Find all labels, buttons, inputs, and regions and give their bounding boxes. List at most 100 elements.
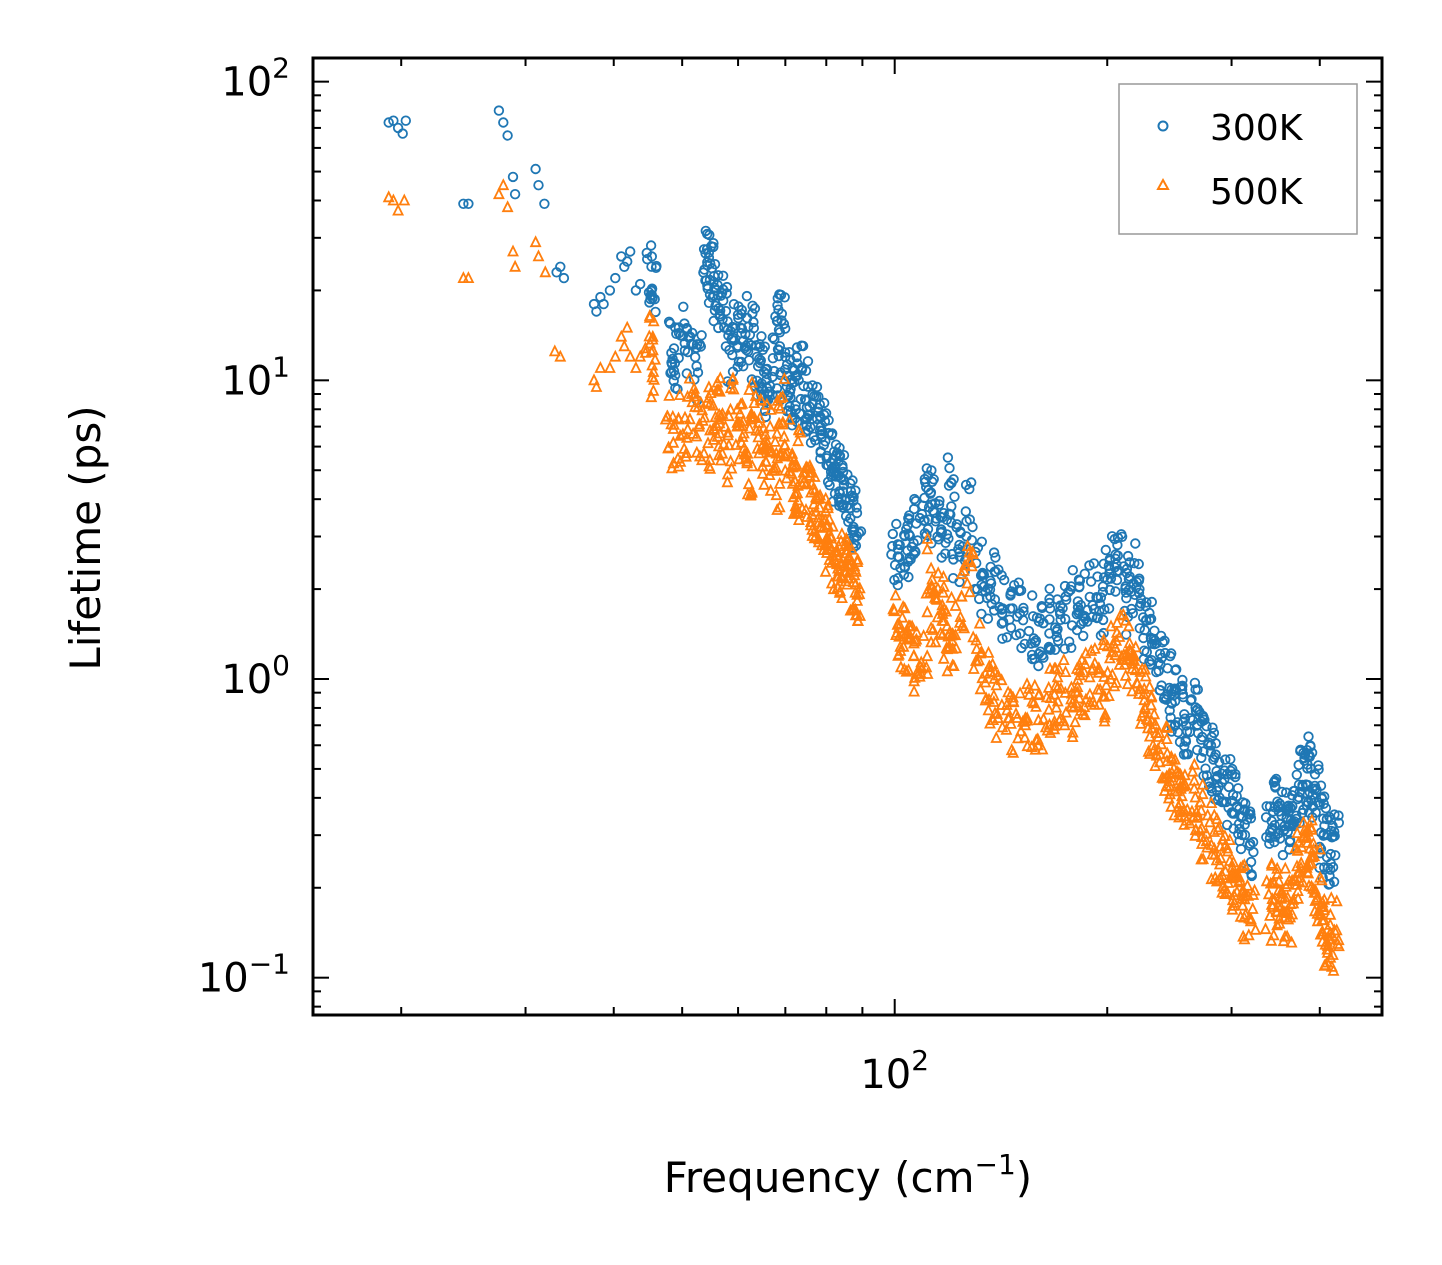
- point-500k-140-2: [1303, 856, 1316, 869]
- point-300k-106-8: [1094, 598, 1106, 610]
- point-500k-57-0: [805, 485, 817, 498]
- point-300k-77-4: [903, 571, 914, 583]
- point-300k-142-4: [1291, 769, 1303, 781]
- point-300k-147-6: [1315, 780, 1327, 791]
- point-500k-53-7: [789, 487, 802, 500]
- point-300k-72-6: [845, 486, 857, 497]
- point-500k-47-4: [761, 436, 774, 449]
- point-300k-79-5: [908, 548, 920, 560]
- point-300k-41-7: [709, 305, 721, 316]
- point-500k-28-2: [644, 336, 656, 349]
- point-300k-59-8: [791, 351, 802, 363]
- point-500k-84-1: [970, 641, 983, 654]
- point-500k-112-8: [1155, 737, 1168, 750]
- point-500k-126-8: [1228, 867, 1241, 880]
- point-300k-105-7: [1092, 571, 1103, 582]
- point-500k-110-8: [1145, 689, 1158, 702]
- point-300k-76-2: [892, 539, 904, 550]
- point-500k-34-5: [703, 453, 716, 465]
- point-500k-120-8: [1194, 795, 1207, 807]
- point-500k-109-1: [1143, 679, 1156, 692]
- point-500k-23-0: [621, 320, 634, 333]
- point-500k-49-5: [774, 401, 787, 414]
- point-300k-44-6: [727, 332, 739, 344]
- point-300k-53-8: [772, 293, 784, 304]
- point-300k-59-1: [795, 393, 807, 405]
- point-500k-118-7: [1188, 773, 1201, 786]
- point-300k-59-7: [791, 342, 803, 353]
- point-300k-58-5: [790, 400, 801, 411]
- point-300k-123-8: [1192, 684, 1204, 695]
- point-300k-96-5: [1023, 625, 1035, 637]
- point-300k-100-0: [1052, 635, 1064, 647]
- point-500k-36-3: [707, 398, 720, 411]
- point-500k-33-5: [693, 417, 706, 430]
- point-300k-6-0: [463, 198, 474, 210]
- point-500k-61-0: [823, 512, 836, 525]
- point-300k-127-8: [1208, 754, 1219, 765]
- point-500k-78-3: [931, 581, 944, 594]
- point-300k-106-5: [1095, 592, 1107, 603]
- point-500k-132-0: [1272, 874, 1285, 887]
- point-500k-133-4: [1273, 916, 1286, 929]
- point-500k-60-2: [817, 520, 830, 533]
- point-500k-77-6: [929, 635, 942, 648]
- point-300k-81-8: [921, 463, 933, 474]
- x-tick-label-0: 102: [860, 1044, 929, 1098]
- point-500k-91-6: [1023, 687, 1036, 700]
- point-300k-98-8: [1038, 652, 1049, 663]
- point-500k-107-4: [1127, 647, 1139, 660]
- point-300k-67-2: [822, 476, 834, 488]
- point-500k-95-8: [1050, 700, 1063, 713]
- point-300k-119-6: [1170, 665, 1181, 676]
- point-500k-38-6: [721, 475, 734, 488]
- point-500k-15-0: [554, 349, 567, 362]
- y-tick-label-1: 101: [221, 350, 290, 404]
- point-500k-46-6: [760, 397, 773, 410]
- point-300k-88-7: [967, 521, 978, 533]
- point-500k-95-3: [1057, 653, 1070, 665]
- point-300k-72-4: [840, 510, 852, 522]
- point-500k-92-7: [1032, 738, 1044, 751]
- point-500k-106-7: [1121, 677, 1134, 690]
- point-500k-39-3: [722, 409, 735, 422]
- point-300k-140-8: [1284, 836, 1296, 848]
- point-500k-107-5: [1129, 663, 1142, 676]
- point-500k-86-4: [984, 716, 996, 729]
- point-300k-127-7: [1210, 738, 1221, 749]
- point-300k-109-7: [1110, 549, 1121, 560]
- point-300k-146-7: [1307, 789, 1319, 800]
- point-300k-124-7: [1190, 705, 1202, 717]
- point-300k-86-7: [946, 517, 957, 528]
- point-500k-103-8: [1110, 675, 1123, 688]
- point-500k-87-4: [990, 730, 1003, 743]
- point-500k-37-2: [713, 416, 726, 429]
- point-300k-123-4: [1185, 695, 1196, 706]
- point-500k-127-6: [1236, 898, 1249, 911]
- point-300k-96-0: [1028, 633, 1040, 644]
- point-500k-81-2: [949, 598, 962, 611]
- point-300k-85-3: [942, 452, 954, 463]
- point-500k-47-6: [764, 483, 777, 496]
- point-300k-23-0: [610, 272, 621, 284]
- point-300k-46-7: [740, 328, 751, 340]
- point-500k-107-6: [1129, 640, 1142, 653]
- point-500k-88-2: [1000, 722, 1013, 735]
- point-300k-47-7: [749, 303, 761, 314]
- point-500k-129-2: [1242, 928, 1255, 941]
- point-500k-101-8: [1093, 697, 1105, 710]
- point-500k-91-5: [1028, 678, 1041, 691]
- point-300k-146-6: [1309, 769, 1321, 780]
- point-500k-99-5: [1078, 708, 1091, 721]
- point-300k-114-2: [1141, 597, 1152, 608]
- point-300k-93-5: [999, 574, 1010, 586]
- point-300k-99-3: [1044, 593, 1055, 605]
- point-500k-145-6: [1325, 959, 1338, 972]
- point-300k-110-3: [1122, 550, 1134, 562]
- point-300k-139-0: [1277, 849, 1289, 861]
- point-300k-94-0: [1005, 622, 1017, 633]
- point-300k-134-1: [1241, 814, 1253, 825]
- point-300k-105-0: [1088, 558, 1100, 569]
- point-500k-83-0: [963, 585, 976, 598]
- point-500k-46-3: [757, 421, 770, 434]
